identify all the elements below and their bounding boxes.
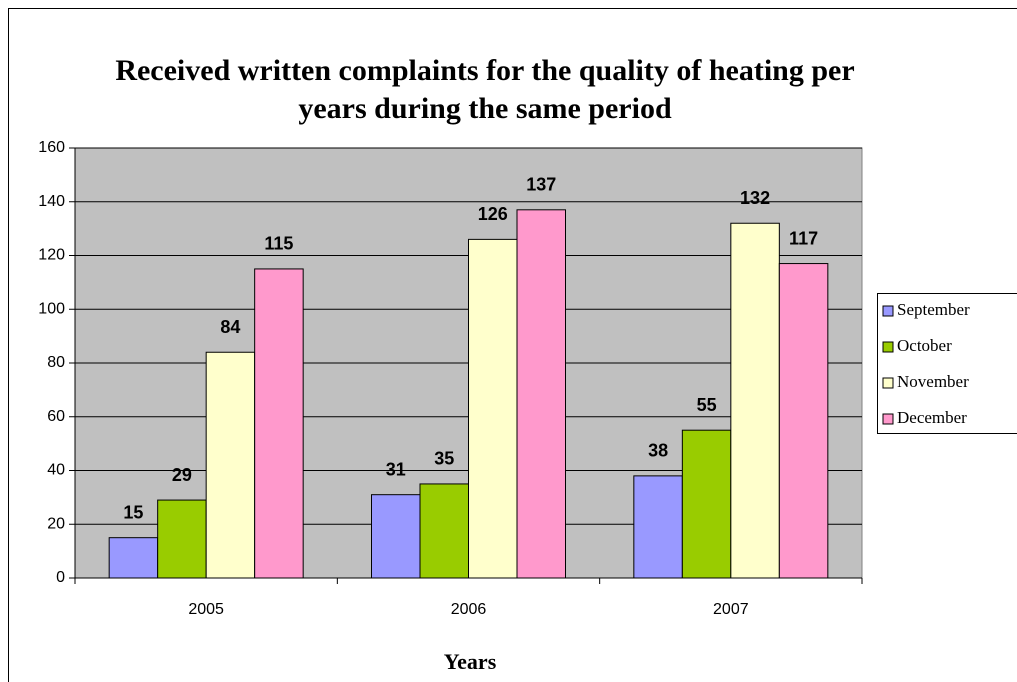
legend [877,293,1017,434]
chart-border [8,8,1017,682]
data-label: 31 [386,459,406,479]
y-tick-label: 0 [56,569,65,586]
x-axis-label: Years [444,649,497,674]
data-label: 84 [220,317,240,337]
y-tick-label: 160 [38,139,65,156]
y-tick-label: 120 [38,247,65,264]
legend-swatch [882,305,894,317]
chart-title: Received written complaints for the qual… [115,54,855,125]
bar [778,263,829,579]
x-tick-label: 2005 [188,601,224,618]
data-label: 117 [789,228,818,248]
bar [730,222,780,579]
x-tick-label: 2007 [713,601,749,618]
y-tick-label: 100 [38,300,65,317]
bar [468,238,518,579]
bar [157,499,207,579]
bar [681,429,732,579]
bar [108,537,159,579]
y-tick-label: 140 [38,193,65,210]
bar [633,475,683,579]
y-tick-label: 40 [47,462,65,479]
legend-label: September [897,300,970,319]
bar [254,268,304,579]
x-tick-label: 2006 [451,601,487,618]
y-tick-label: 80 [47,354,65,371]
y-tick-label: 20 [47,515,65,532]
bar [516,209,566,579]
data-label: 38 [648,441,668,461]
legend-swatch [882,341,894,353]
legend-label: November [897,372,969,391]
data-label: 15 [123,502,143,522]
legend-label: October [897,336,952,355]
data-label: 35 [434,449,454,469]
data-label: 29 [172,465,192,485]
bar [419,483,469,579]
data-label: 132 [740,188,770,208]
data-label: 126 [478,204,508,224]
data-label: 137 [526,175,556,195]
legend-swatch [882,413,894,425]
data-label: 115 [264,234,293,254]
y-tick-label: 60 [47,408,65,425]
bar [205,351,256,579]
legend-swatch [882,377,894,389]
data-label: 55 [697,395,717,415]
legend-label: December [897,408,967,427]
bar [371,494,421,579]
